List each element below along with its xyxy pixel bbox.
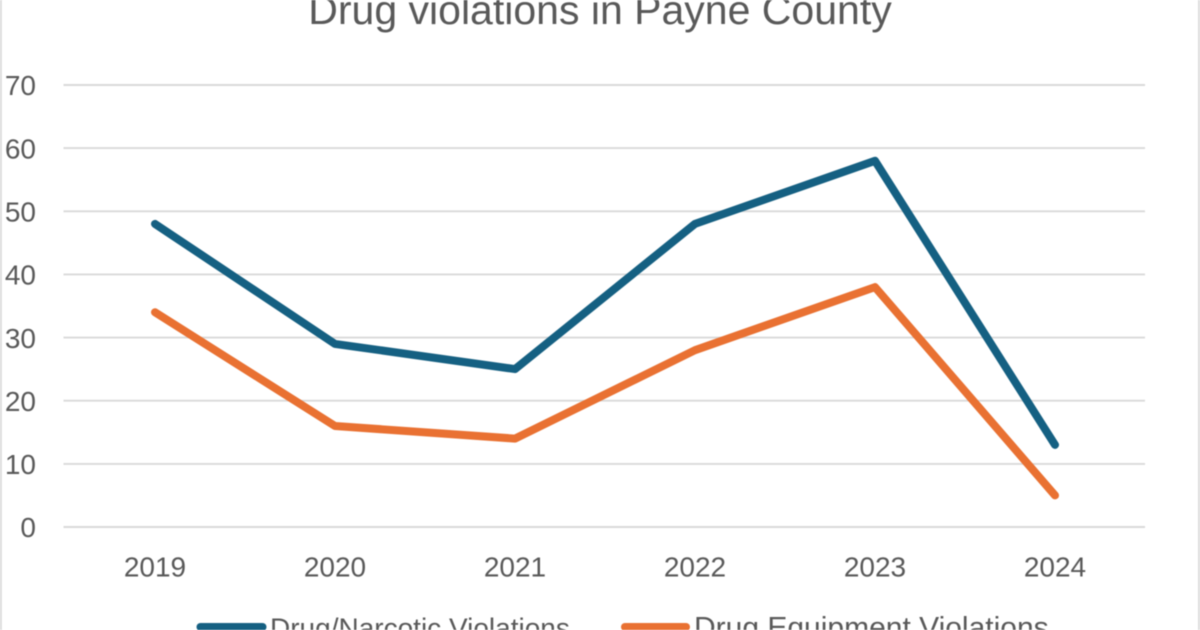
svg-text:2024: 2024 <box>1024 551 1086 582</box>
svg-text:20: 20 <box>5 386 36 417</box>
svg-text:40: 40 <box>5 260 36 291</box>
svg-text:Drug Equipment Violations: Drug Equipment Violations <box>694 611 1049 630</box>
svg-text:50: 50 <box>5 197 36 228</box>
svg-text:30: 30 <box>5 323 36 354</box>
svg-text:Drug violations in Payne Count: Drug violations in Payne County <box>308 0 892 33</box>
svg-text:2022: 2022 <box>664 551 726 582</box>
svg-text:2023: 2023 <box>844 551 906 582</box>
svg-text:Drug/Narcotic Violations: Drug/Narcotic Violations <box>270 612 570 630</box>
svg-text:2019: 2019 <box>124 551 186 582</box>
svg-text:10: 10 <box>5 449 36 480</box>
svg-text:2021: 2021 <box>484 551 546 582</box>
svg-text:60: 60 <box>5 133 36 164</box>
svg-text:70: 70 <box>5 70 36 101</box>
svg-text:0: 0 <box>20 512 36 543</box>
svg-text:2020: 2020 <box>304 551 366 582</box>
